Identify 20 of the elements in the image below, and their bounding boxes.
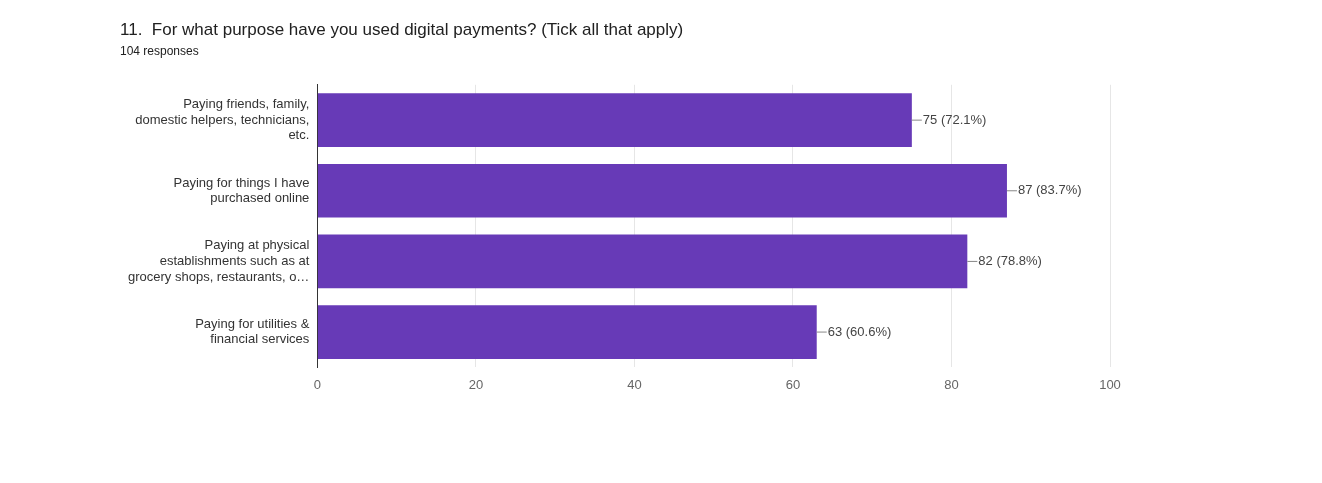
data-label: 82 (78.8%)	[978, 253, 1042, 268]
data-label: 87 (83.7%)	[1017, 182, 1082, 198]
y-tick-label: Paying for utilities & financial services	[195, 315, 310, 347]
y-tick-label: Paying at physical establishments such as at grocery shops, restaurants, o…	[128, 237, 310, 284]
bar	[317, 93, 912, 147]
chart-title: 11. For what purpose have you used digital payments? (Tick all that apply)	[120, 19, 684, 39]
y-tick-label: Paying for things I have purchased online	[173, 174, 310, 206]
x-tick-label: 20	[468, 376, 484, 392]
bar	[317, 163, 1007, 218]
x-tick-label: 0	[313, 376, 321, 392]
x-tick-label: 100	[1099, 376, 1121, 392]
data-label: 63 (60.6%)	[827, 323, 892, 339]
x-tick-label: 60	[785, 376, 801, 392]
y-tick-label: Paying friends, family, domestic helpers, technicians, etc.	[135, 96, 310, 143]
bar	[317, 305, 817, 359]
text: 104 responses	[120, 43, 199, 58]
data-label: 75 (72.1%)	[922, 111, 987, 127]
x-tick-label: 80	[944, 376, 959, 392]
x-tick-label: 40	[627, 376, 642, 392]
bar	[317, 234, 968, 289]
